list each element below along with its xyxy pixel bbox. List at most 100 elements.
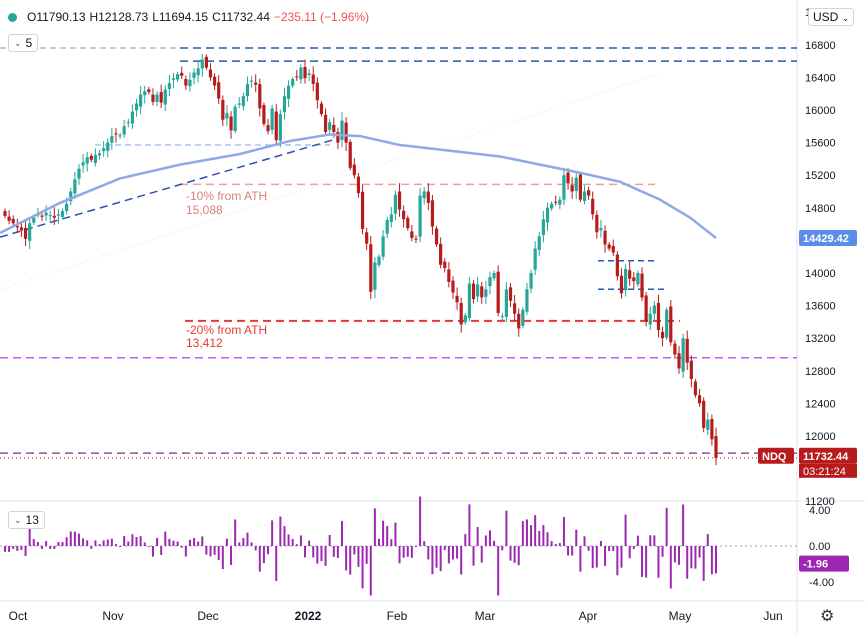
candle-body <box>414 238 418 240</box>
candle-body <box>439 243 443 265</box>
candle-body <box>23 228 28 239</box>
candle-body <box>586 190 591 196</box>
x-tick-label: May <box>669 609 692 623</box>
candle-body <box>595 214 599 233</box>
candle-body <box>171 78 176 80</box>
candle-body <box>500 316 504 318</box>
ath10-label-line2: 15,088 <box>186 203 223 217</box>
candle-body <box>373 262 377 290</box>
candle-body <box>348 141 352 168</box>
candle-body <box>114 133 118 135</box>
candle-body <box>426 191 430 203</box>
candle-body <box>681 338 685 372</box>
candle-body <box>286 85 291 99</box>
gear-icon[interactable]: ⚙ <box>820 608 835 625</box>
candle-body <box>611 245 615 253</box>
candle-body <box>541 219 545 236</box>
candle-body <box>570 185 574 192</box>
candle-body <box>319 103 324 115</box>
candle-body <box>513 303 517 314</box>
candle-body <box>126 122 130 124</box>
ma-indicator-badge[interactable]: ⌄ 5 <box>8 34 39 52</box>
candle-body <box>521 309 525 326</box>
candle-body <box>3 211 7 216</box>
candle-body <box>430 200 435 227</box>
candle-body <box>44 212 48 216</box>
x-tick-label: Mar <box>475 609 496 623</box>
currency-selector[interactable]: USD ⌄ <box>808 8 855 26</box>
candle-body <box>656 302 661 331</box>
candle-body <box>336 132 340 143</box>
candle-body <box>97 153 102 156</box>
candle-body <box>599 228 603 231</box>
ma-value-tag-bg <box>799 230 857 247</box>
candle-body <box>389 214 393 222</box>
x-tick-label: 2022 <box>295 609 322 623</box>
candle-body <box>697 395 702 404</box>
candle-body <box>545 207 550 223</box>
candle-body <box>328 122 332 131</box>
candle-body <box>249 80 254 82</box>
candle-body <box>406 217 410 229</box>
osc-tick-label: 0.00 <box>809 541 830 553</box>
candle-body <box>393 194 398 214</box>
candle-body <box>155 94 159 102</box>
y-tick-label: 15200 <box>805 170 836 182</box>
x-tick-label: Dec <box>197 609 218 623</box>
candle-body <box>7 216 11 221</box>
candle-body <box>89 155 93 160</box>
candle-body <box>143 91 147 96</box>
candle-body <box>163 89 167 105</box>
osc-tick-label: -4.00 <box>809 577 834 589</box>
oscillator-badge[interactable]: ⌄ 13 <box>8 511 45 529</box>
candle-body <box>619 275 624 294</box>
candle-body <box>591 198 595 215</box>
candle-body <box>677 353 681 369</box>
candle-body <box>245 83 250 97</box>
ma-period: 5 <box>25 36 33 50</box>
ath10-label-line1: -10% from ATH <box>186 189 267 203</box>
candle-body <box>652 305 656 314</box>
candle-body <box>315 82 319 101</box>
candle-body <box>204 56 208 68</box>
candle-body <box>208 69 213 78</box>
candle-body <box>471 283 476 300</box>
x-tick-label: Apr <box>579 609 598 623</box>
candle-body <box>504 289 508 317</box>
osc-last-tag: -1.96 <box>803 559 828 571</box>
candle-body <box>360 191 365 229</box>
candle-body <box>434 228 439 245</box>
candle-body <box>233 106 237 132</box>
candle-body <box>706 419 710 430</box>
candle-body <box>632 277 636 282</box>
legend-high: H12128.73 <box>89 10 149 24</box>
chevron-down-icon: ⌄ <box>14 37 22 48</box>
candle-body <box>28 223 32 241</box>
candle-body <box>508 287 513 301</box>
y-tick-label: 16400 <box>805 72 836 84</box>
candle-body <box>184 79 188 86</box>
candle-body <box>615 254 619 277</box>
y-tick-label: 13200 <box>805 333 836 345</box>
candle-body <box>660 332 665 339</box>
candle-body <box>188 79 192 87</box>
candle-body <box>258 84 262 109</box>
candle-body <box>356 176 361 194</box>
candle-body <box>397 191 402 210</box>
candle-body <box>122 126 126 135</box>
candle-body <box>459 302 463 325</box>
candle-body <box>266 125 270 132</box>
candle-body <box>554 201 558 203</box>
candle-body <box>15 225 19 228</box>
candle-body <box>693 381 698 396</box>
candle-body <box>451 280 455 293</box>
series-tag-bg <box>758 447 794 464</box>
candle-body <box>665 309 669 338</box>
candle-body <box>19 227 24 231</box>
oscillator-period: 13 <box>25 513 39 527</box>
candle-body <box>229 116 233 131</box>
candle-body <box>274 111 278 141</box>
candle-body <box>65 203 69 212</box>
y-tick-label: 11200 <box>805 496 835 508</box>
